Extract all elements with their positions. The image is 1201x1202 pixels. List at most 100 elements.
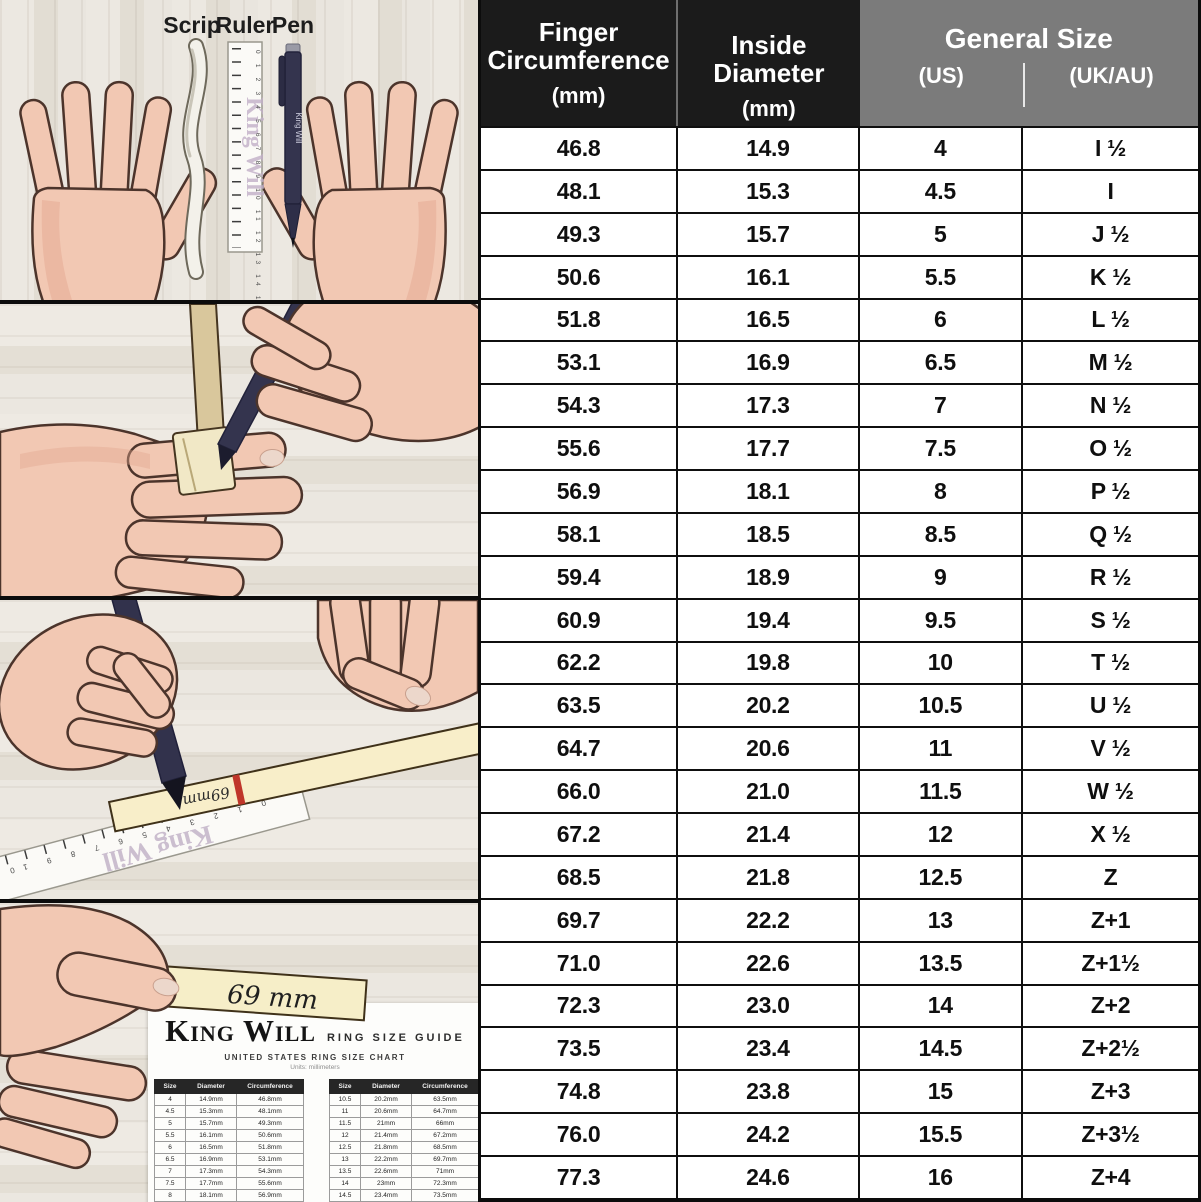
- size-table-body: 46.8 14.9 4 I ½ 48.1 15.3 4.5 I 49.3 15.7 5 J ½ 50.6…: [481, 126, 1198, 1198]
- mini-size-cell: 23.4mm: [360, 1189, 412, 1202]
- size-cell: 72.3: [481, 985, 679, 1027]
- mini-size-cell: 16.5mm: [185, 1141, 237, 1154]
- hand-fingers-under: [0, 1048, 148, 1170]
- size-cell: 17.7: [678, 428, 860, 469]
- size-row: 48.1 15.3 4.5 I: [481, 168, 1198, 212]
- size-cell: 62.2: [481, 642, 679, 684]
- size-cell: 56.9: [481, 471, 679, 512]
- size-cell: Z+2½: [1081, 1035, 1140, 1062]
- instruction-panels: King Will 0 1 2 3 4 5 6 7 8 9 10 11 12 1…: [0, 0, 478, 1202]
- mini-size-cell: 8: [154, 1189, 186, 1202]
- size-cell: 46.8: [481, 128, 679, 169]
- chart-units: Units: millimeters: [290, 1064, 340, 1071]
- size-cell: 15.7: [678, 213, 860, 255]
- size-cell: M ½: [1088, 349, 1133, 376]
- size-cell: R ½: [1089, 563, 1132, 590]
- mini-size-cell: 51.8mm: [236, 1141, 304, 1154]
- size-cell: 14: [860, 985, 1024, 1027]
- size-cell: 22.6: [678, 942, 860, 984]
- mini-size-cell: 20.2mm: [360, 1093, 412, 1106]
- size-cell: 16.9: [678, 342, 860, 384]
- size-row: 67.2 21.4 12 X ½: [481, 812, 1198, 855]
- size-row: 51.8 16.5 6 L ½: [481, 297, 1198, 341]
- size-table-header: Finger Circumference (mm) Inside Diamete…: [481, 0, 1198, 126]
- size-cell: 17.3: [678, 385, 860, 427]
- size-row: 60.9 19.4 9.5 S ½: [481, 597, 1198, 641]
- caption-scrip: Scrip: [163, 12, 221, 38]
- mini-size-cell: 63.5mm: [411, 1093, 478, 1106]
- brand-logo: King Will: [165, 1013, 316, 1048]
- size-cell: 16.5: [678, 299, 860, 341]
- size-cell: X ½: [1090, 820, 1131, 847]
- size-row: 50.6 16.1 5.5 K ½: [481, 254, 1198, 298]
- mini-size-row: 11.5 21mm 66mm: [329, 1117, 478, 1130]
- size-row: 69.7 22.2 13 Z+1: [481, 897, 1198, 941]
- mini-size-row: 13 22.2mm 69.7mm: [329, 1153, 478, 1166]
- mini-size-cell: 66mm: [411, 1117, 478, 1130]
- size-cell: 53.1: [481, 342, 679, 384]
- mini-size-cell: 56.9mm: [236, 1189, 304, 1202]
- pen-brand-text: King Will: [294, 112, 303, 143]
- fingernail: [259, 448, 285, 468]
- mini-size-cell: 5.5: [154, 1129, 186, 1142]
- mini-table-left: Size Diameter Circumference 4 14.9mm 46.8m…: [154, 1079, 304, 1202]
- fingernail: [152, 977, 180, 997]
- mini-size-cell: 21.8mm: [360, 1141, 412, 1154]
- mini-size-row: 4.5 15.3mm 48.1mm: [154, 1105, 304, 1118]
- size-cell: 11.5: [860, 771, 1024, 812]
- size-cell: L ½: [1091, 306, 1130, 333]
- mini-header: Diameter: [185, 1079, 237, 1094]
- mini-size-cell: 15.7mm: [185, 1117, 237, 1130]
- size-cell: I ½: [1094, 134, 1127, 161]
- paper-strip-icon: [182, 38, 208, 280]
- ruler-icon: King Will 0 1 2 3 4 5 6 7 8 9 10 11 12 1…: [227, 41, 267, 304]
- header-text: Inside Diameter: [713, 30, 825, 88]
- mini-size-cell: 64.7mm: [411, 1105, 478, 1118]
- mini-size-row: 12.5 21.8mm 68.5mm: [329, 1141, 478, 1154]
- pen-icon: King Will: [278, 43, 303, 248]
- header-text: Circumference: [487, 44, 670, 75]
- caption-ruler: Ruler: [216, 12, 275, 38]
- mini-size-cell: 72.3mm: [411, 1177, 478, 1190]
- mini-header: Diameter: [360, 1079, 412, 1094]
- size-cell: 10: [860, 642, 1024, 684]
- size-cell: 13.5: [860, 942, 1024, 984]
- mini-size-cell: 13: [329, 1153, 361, 1166]
- mini-size-cell: 6.5: [154, 1153, 186, 1166]
- size-cell: 22.2: [678, 899, 860, 941]
- ruler-numbers-text: 0 1 2 3 4 5 6 7 8 9 10 11 12 13 14 15: [254, 50, 261, 304]
- size-cell: 69.7: [481, 899, 679, 941]
- mini-size-row: 6 16.5mm 51.8mm: [154, 1141, 304, 1154]
- size-row: 53.1 16.9 6.5 M ½: [481, 340, 1198, 384]
- size-row: 54.3 17.3 7 N ½: [481, 383, 1198, 427]
- mini-size-cell: 46.8mm: [236, 1093, 304, 1106]
- mini-size-cell: 12: [329, 1129, 361, 1142]
- size-cell: 6.5: [860, 342, 1024, 384]
- size-cell: 15.3: [678, 170, 860, 212]
- mini-size-row: 14 23mm 72.3mm: [329, 1177, 478, 1190]
- mini-header: Size: [154, 1079, 186, 1094]
- mini-size-cell: 20.6mm: [360, 1105, 412, 1118]
- size-cell: I: [1107, 177, 1114, 204]
- size-cell: 10.5: [860, 685, 1024, 727]
- mini-size-row: 13.5 22.6mm 71mm: [329, 1165, 478, 1178]
- mini-size-cell: 4: [154, 1093, 186, 1106]
- size-cell: Z+2: [1090, 992, 1131, 1019]
- size-cell: 77.3: [481, 1157, 679, 1198]
- step1-illustration: King Will 0 1 2 3 4 5 6 7 8 9 10 11 12 1…: [16, 12, 462, 304]
- size-cell: T ½: [1091, 649, 1130, 676]
- mini-size-cell: 14: [329, 1177, 361, 1190]
- size-cell: 12.5: [860, 856, 1024, 898]
- size-row: 64.7 20.6 11 V ½: [481, 726, 1198, 770]
- size-cell: 68.5: [481, 856, 679, 898]
- size-cell: 21.4: [678, 814, 860, 855]
- size-cell: 24.6: [678, 1157, 860, 1198]
- size-cell: 66.0: [481, 771, 679, 812]
- step2-wrap-panel: [0, 304, 478, 600]
- mini-size-cell: 11: [329, 1105, 361, 1118]
- size-row: 58.1 18.5 8.5 Q ½: [481, 511, 1198, 555]
- mini-size-row: 6.5 16.9mm 53.1mm: [154, 1153, 304, 1166]
- size-cell: 14.9: [678, 128, 860, 169]
- size-cell: 9.5: [860, 599, 1024, 641]
